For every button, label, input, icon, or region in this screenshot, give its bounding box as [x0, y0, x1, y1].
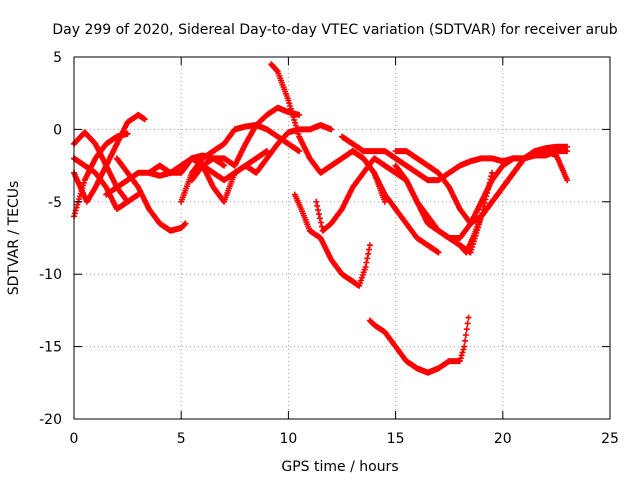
- series-track-17: [392, 155, 528, 241]
- series-track-12: [291, 191, 373, 289]
- x-tick-label: 0: [70, 431, 79, 447]
- y-tick-label: -20: [39, 412, 62, 428]
- data-point-markers: [366, 314, 472, 376]
- data-point-markers: [178, 122, 303, 205]
- data-point-markers: [392, 155, 528, 241]
- y-tick-label: -15: [39, 340, 62, 356]
- axis-ticks: 0 5 10 15 20 25 -20 -15 -10 -5 0 5: [39, 50, 619, 447]
- data-point-markers: [113, 155, 189, 234]
- y-tick-label: 0: [53, 122, 62, 138]
- series-track-15: [349, 148, 442, 256]
- series-track-06: [113, 155, 189, 234]
- data-point-markers: [349, 148, 442, 256]
- series-track-08: [178, 122, 303, 205]
- series-track-10: [199, 122, 335, 205]
- x-tick-label: 5: [177, 431, 186, 447]
- series-track-20: [456, 169, 496, 256]
- y-tick-label: 5: [53, 50, 62, 66]
- chart-title: Day 299 of 2020, Sidereal Day-to-day VTE…: [52, 22, 617, 38]
- data-points: [71, 61, 571, 376]
- x-tick-label: 15: [387, 431, 405, 447]
- data-point-markers: [291, 191, 373, 289]
- x-axis-label: GPS time / hours: [281, 459, 398, 475]
- data-point-markers: [199, 122, 335, 205]
- data-point-markers: [456, 169, 496, 256]
- y-tick-label: -5: [48, 195, 62, 211]
- plot-frame: [73, 56, 611, 420]
- y-axis-label: SDTVAR / TECUs: [6, 181, 22, 296]
- grid-lines: [74, 57, 610, 419]
- x-tick-label: 20: [494, 431, 512, 447]
- series-track-16: [366, 314, 472, 376]
- x-tick-label: 25: [601, 431, 619, 447]
- x-tick-label: 10: [279, 431, 297, 447]
- y-tick-label: -10: [39, 267, 62, 283]
